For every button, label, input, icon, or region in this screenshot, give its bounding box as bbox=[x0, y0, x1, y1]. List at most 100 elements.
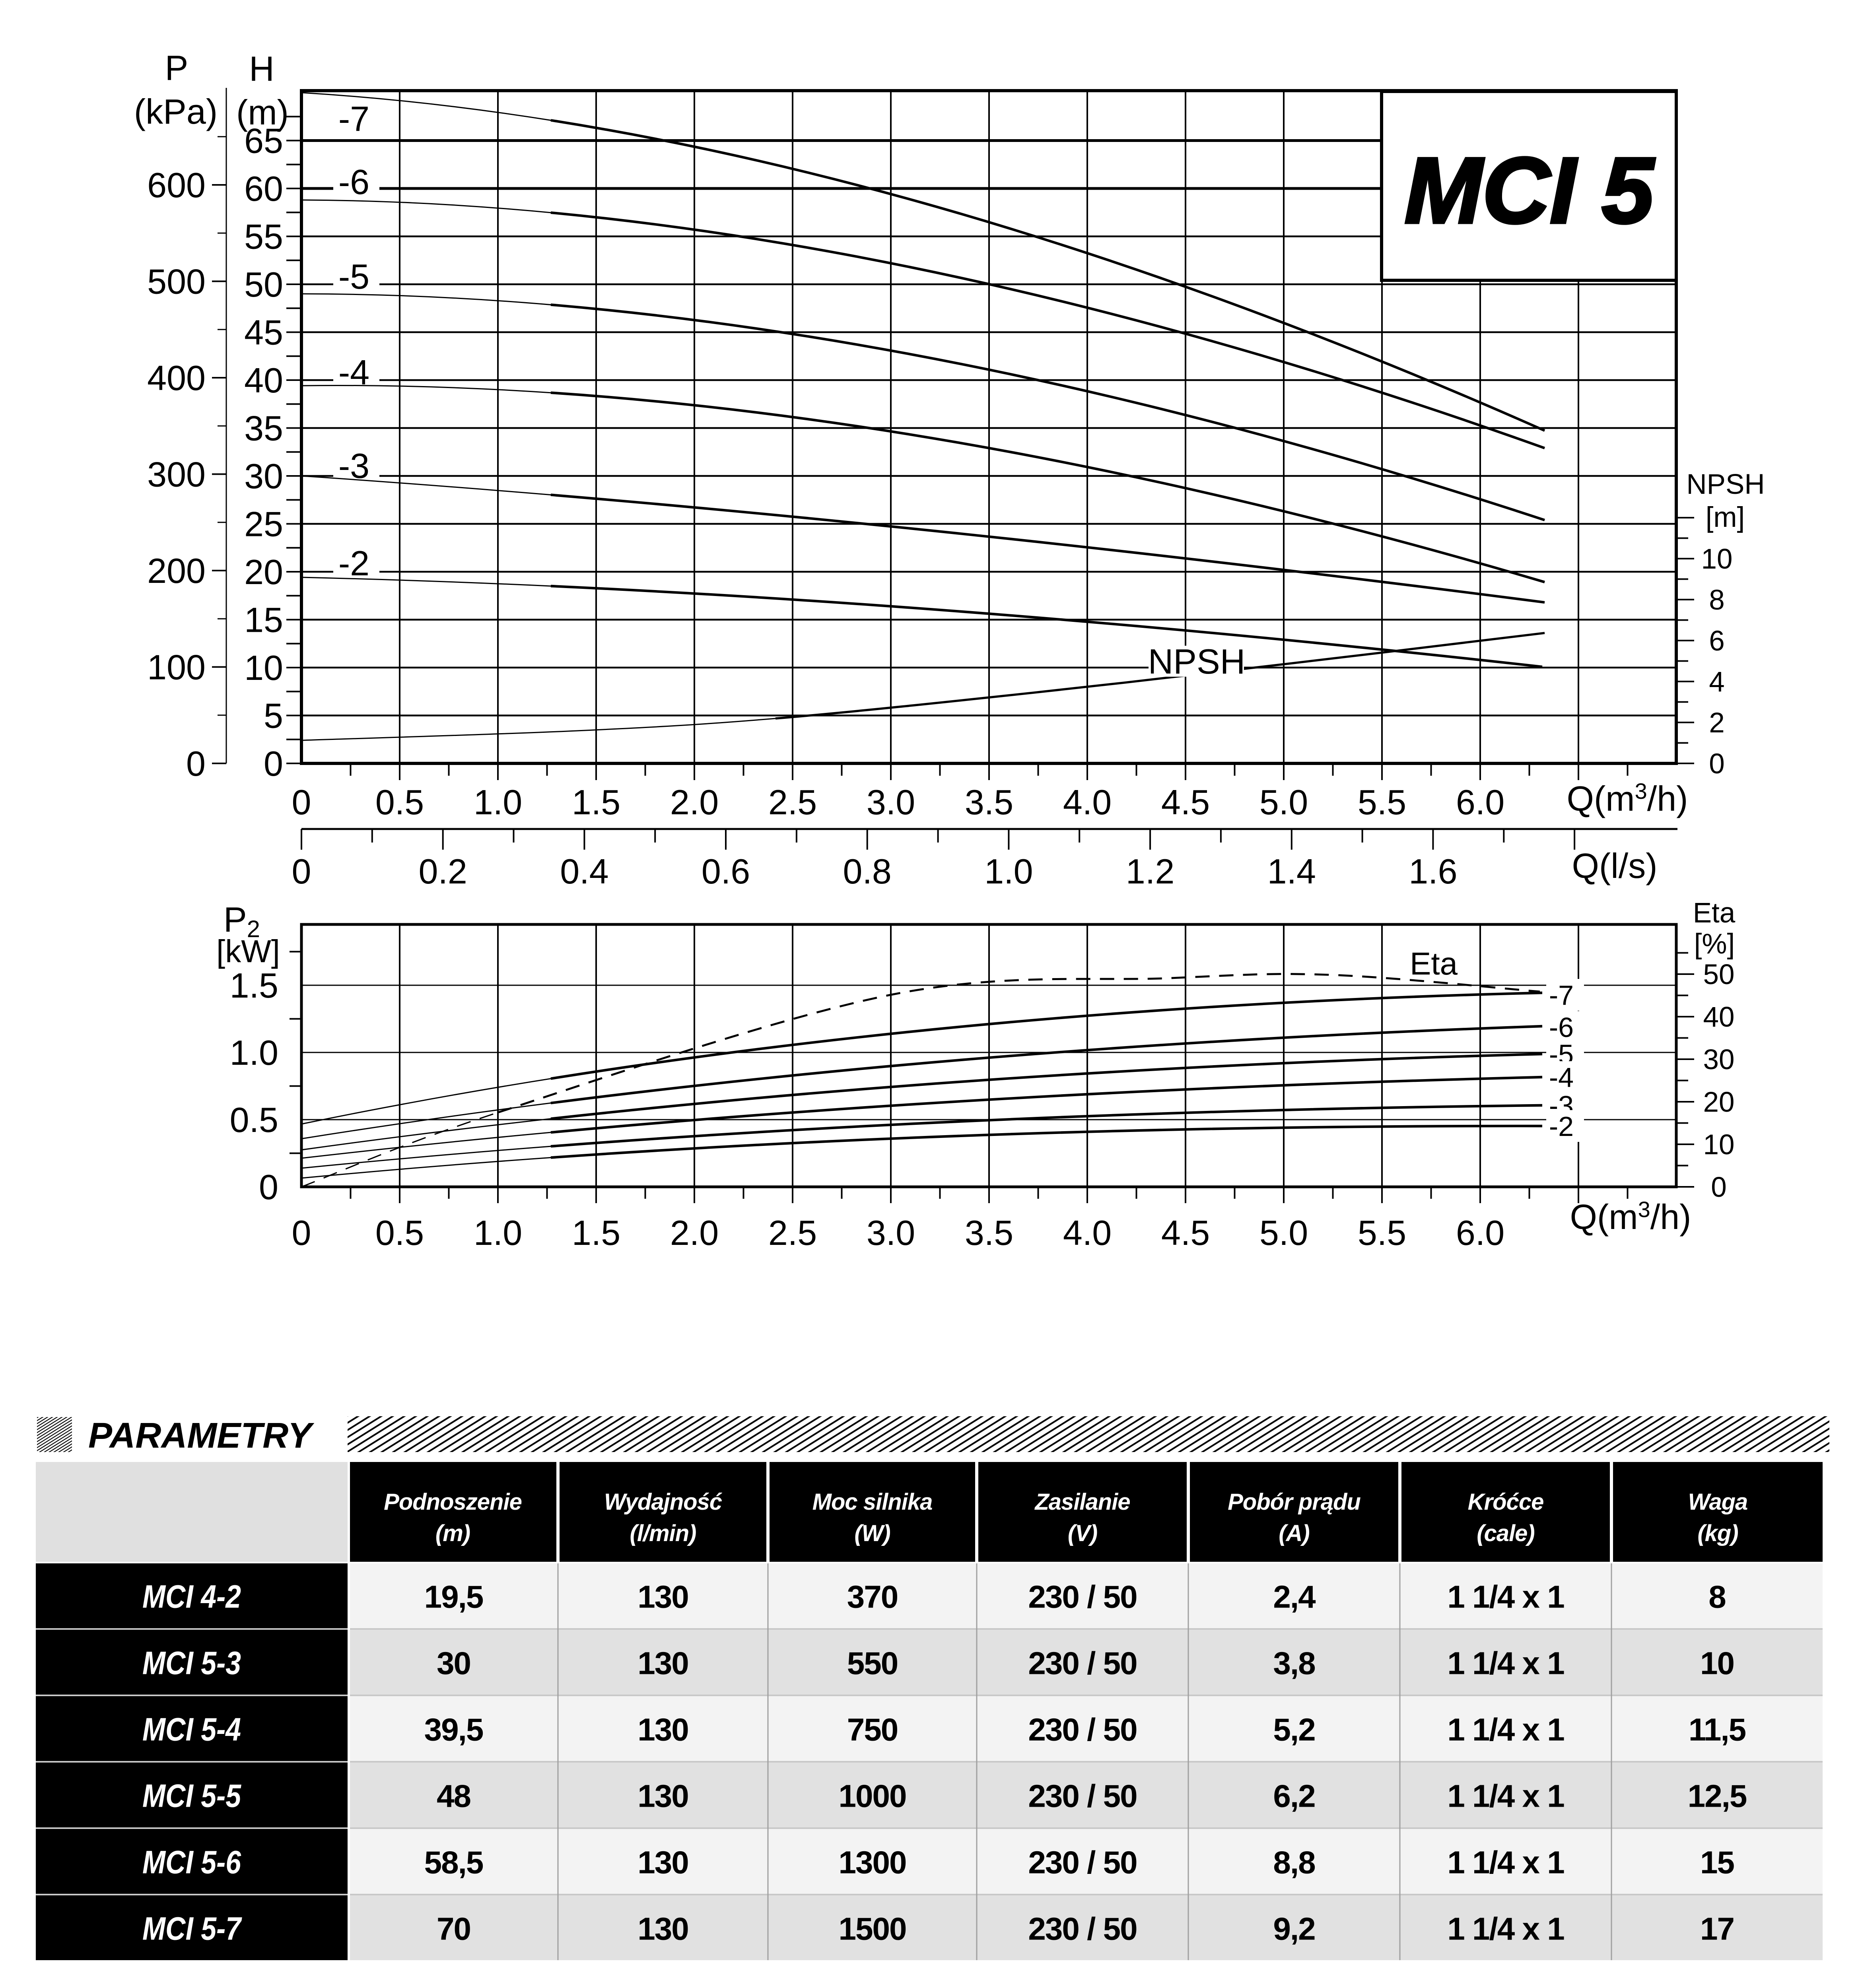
svg-text:230 / 50: 230 / 50 bbox=[1028, 1778, 1137, 1814]
svg-text:3.5: 3.5 bbox=[965, 782, 1013, 822]
svg-text:(m): (m) bbox=[435, 1520, 470, 1546]
svg-text:Wydajność: Wydajność bbox=[604, 1489, 723, 1515]
svg-text:750: 750 bbox=[847, 1712, 898, 1747]
svg-text:20: 20 bbox=[244, 552, 283, 592]
svg-text:0: 0 bbox=[1711, 1172, 1727, 1203]
svg-text:0.4: 0.4 bbox=[560, 852, 608, 891]
svg-text:(kPa): (kPa) bbox=[134, 92, 218, 131]
svg-text:230 / 50: 230 / 50 bbox=[1028, 1712, 1137, 1747]
svg-text:2: 2 bbox=[1709, 707, 1725, 739]
svg-text:600: 600 bbox=[147, 165, 206, 205]
svg-text:130: 130 bbox=[637, 1911, 688, 1947]
svg-text:MCI 5-4: MCI 5-4 bbox=[142, 1712, 241, 1748]
svg-text:4.5: 4.5 bbox=[1161, 1213, 1210, 1252]
svg-text:1.0: 1.0 bbox=[474, 782, 522, 822]
svg-text:Q(m3/h): Q(m3/h) bbox=[1570, 1197, 1691, 1237]
svg-text:50: 50 bbox=[244, 265, 283, 304]
svg-text:370: 370 bbox=[847, 1579, 898, 1615]
svg-text:25: 25 bbox=[244, 505, 283, 544]
svg-text:-4: -4 bbox=[338, 353, 369, 392]
svg-text:35: 35 bbox=[244, 409, 283, 448]
svg-text:1.4: 1.4 bbox=[1267, 852, 1316, 891]
svg-text:400: 400 bbox=[147, 358, 206, 398]
svg-text:1 1/4 x 1: 1 1/4 x 1 bbox=[1447, 1646, 1564, 1681]
svg-text:-2: -2 bbox=[338, 544, 369, 583]
svg-text:130: 130 bbox=[637, 1845, 688, 1880]
svg-text:2.0: 2.0 bbox=[670, 782, 719, 822]
svg-text:MCI 4-2: MCI 4-2 bbox=[142, 1579, 241, 1615]
svg-text:0: 0 bbox=[292, 1213, 311, 1252]
svg-text:0: 0 bbox=[259, 1167, 278, 1207]
svg-text:-3: -3 bbox=[338, 446, 369, 485]
svg-text:5.0: 5.0 bbox=[1259, 782, 1308, 822]
svg-text:2.5: 2.5 bbox=[768, 782, 817, 822]
svg-text:40: 40 bbox=[1703, 1002, 1735, 1033]
svg-text:1 1/4 x 1: 1 1/4 x 1 bbox=[1447, 1845, 1564, 1880]
svg-text:5,2: 5,2 bbox=[1273, 1712, 1315, 1747]
svg-text:550: 550 bbox=[847, 1646, 898, 1681]
svg-text:1.2: 1.2 bbox=[1126, 852, 1174, 891]
svg-text:(m): (m) bbox=[236, 93, 289, 132]
svg-text:(l/min): (l/min) bbox=[630, 1520, 696, 1546]
svg-text:(A): (A) bbox=[1279, 1520, 1310, 1546]
svg-text:1.5: 1.5 bbox=[230, 966, 278, 1005]
svg-text:Eta: Eta bbox=[1693, 897, 1736, 929]
svg-text:MCI 5-5: MCI 5-5 bbox=[142, 1778, 241, 1814]
svg-text:3.0: 3.0 bbox=[867, 782, 915, 822]
svg-text:0: 0 bbox=[186, 744, 206, 783]
svg-text:8: 8 bbox=[1708, 1579, 1726, 1615]
svg-text:0: 0 bbox=[1709, 748, 1725, 780]
svg-text:45: 45 bbox=[244, 313, 283, 352]
svg-text:1 1/4 x 1: 1 1/4 x 1 bbox=[1447, 1778, 1564, 1814]
svg-text:Waga: Waga bbox=[1688, 1489, 1748, 1515]
svg-text:MCI 5-3: MCI 5-3 bbox=[142, 1645, 241, 1681]
svg-text:-7: -7 bbox=[338, 99, 369, 138]
svg-text:10: 10 bbox=[1701, 544, 1733, 575]
svg-text:MCI 5: MCI 5 bbox=[1405, 138, 1655, 243]
svg-text:Zasilanie: Zasilanie bbox=[1034, 1489, 1130, 1515]
svg-text:230 / 50: 230 / 50 bbox=[1028, 1911, 1137, 1947]
svg-text:48: 48 bbox=[437, 1778, 470, 1814]
svg-text:1.0: 1.0 bbox=[984, 852, 1033, 891]
svg-text:20: 20 bbox=[1703, 1087, 1735, 1118]
svg-text:-2: -2 bbox=[1549, 1111, 1574, 1142]
svg-text:[m]: [m] bbox=[1706, 502, 1745, 533]
svg-text:12,5: 12,5 bbox=[1688, 1778, 1747, 1814]
svg-text:Moc silnika: Moc silnika bbox=[812, 1489, 933, 1515]
svg-text:5.0: 5.0 bbox=[1259, 1213, 1308, 1252]
svg-text:1.6: 1.6 bbox=[1409, 852, 1457, 891]
svg-text:2.0: 2.0 bbox=[670, 1213, 719, 1252]
svg-text:5.5: 5.5 bbox=[1358, 782, 1406, 822]
svg-text:17: 17 bbox=[1700, 1911, 1734, 1947]
svg-text:4: 4 bbox=[1709, 666, 1725, 698]
svg-text:230 / 50: 230 / 50 bbox=[1028, 1646, 1137, 1681]
svg-text:0: 0 bbox=[292, 852, 311, 891]
svg-text:130: 130 bbox=[637, 1579, 688, 1615]
svg-text:30: 30 bbox=[244, 456, 283, 496]
svg-text:0.5: 0.5 bbox=[375, 1213, 424, 1252]
svg-text:Q(m3/h): Q(m3/h) bbox=[1567, 779, 1688, 818]
svg-text:130: 130 bbox=[637, 1778, 688, 1814]
svg-text:19,5: 19,5 bbox=[424, 1579, 483, 1615]
svg-text:MCI 5-6: MCI 5-6 bbox=[142, 1844, 241, 1881]
svg-text:0.8: 0.8 bbox=[843, 852, 892, 891]
svg-text:P: P bbox=[165, 48, 189, 87]
svg-text:1.5: 1.5 bbox=[572, 782, 620, 822]
svg-text:10: 10 bbox=[1703, 1129, 1735, 1161]
svg-text:15: 15 bbox=[244, 600, 283, 640]
svg-text:-5: -5 bbox=[338, 257, 369, 296]
svg-text:Króćce: Króćce bbox=[1468, 1489, 1544, 1515]
svg-text:0.5: 0.5 bbox=[230, 1100, 278, 1140]
svg-text:(cale): (cale) bbox=[1477, 1520, 1535, 1546]
svg-text:230 / 50: 230 / 50 bbox=[1028, 1845, 1137, 1880]
svg-text:230 / 50: 230 / 50 bbox=[1028, 1579, 1137, 1615]
svg-text:4.0: 4.0 bbox=[1063, 782, 1112, 822]
svg-text:8: 8 bbox=[1709, 584, 1725, 616]
svg-text:1.0: 1.0 bbox=[474, 1213, 522, 1252]
svg-text:200: 200 bbox=[147, 551, 206, 590]
svg-text:2,4: 2,4 bbox=[1273, 1579, 1316, 1615]
svg-text:1 1/4 x 1: 1 1/4 x 1 bbox=[1447, 1911, 1564, 1947]
svg-text:1.5: 1.5 bbox=[572, 1213, 620, 1252]
svg-text:PARAMETRY: PARAMETRY bbox=[88, 1416, 315, 1456]
svg-text:1.0: 1.0 bbox=[230, 1033, 278, 1072]
